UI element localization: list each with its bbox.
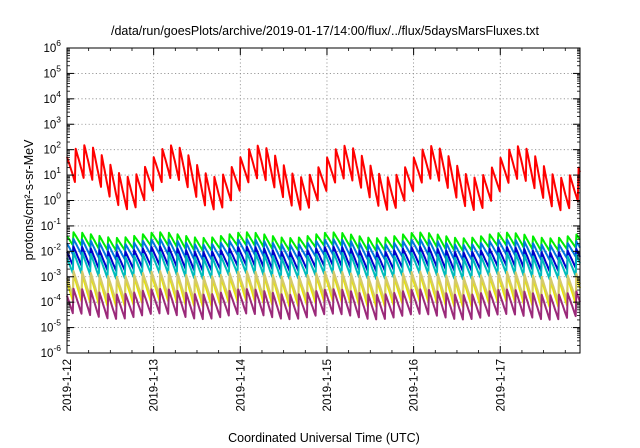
y-tick-label: 105 — [43, 63, 61, 80]
flux-series-4 — [66, 245, 581, 273]
y-tick-label: 10-2 — [41, 241, 62, 258]
x-tick-label: 2019-1-14 — [235, 358, 247, 411]
flux-series-7 — [66, 270, 581, 303]
y-tick-label: 102 — [43, 140, 61, 157]
x-tick-label: 2019-1-16 — [409, 359, 421, 411]
y-tick-label: 101 — [43, 165, 61, 182]
x-tick-label: 2019-1-17 — [495, 359, 507, 411]
axis-ticks: 10-6 10-5 10-4 10-3 10-2 10-1 100 101 102 103 104 1… — [41, 38, 580, 411]
y-tick-label: 106 — [43, 38, 61, 55]
y-tick-label: 10-3 — [41, 267, 62, 284]
flux-series-8 — [66, 287, 581, 321]
x-tick-label: 2019-1-15 — [322, 359, 334, 411]
y-axis-label: protons/cm²-s-sr-MeV — [22, 139, 36, 261]
y-tick-label: 104 — [43, 89, 61, 106]
y-tick-label: 103 — [43, 114, 61, 131]
flux-series-3 — [66, 237, 581, 262]
x-axis-label: Coordinated Universal Time (UTC) — [228, 431, 420, 445]
plot-frame — [66, 47, 581, 354]
series-lines — [66, 144, 581, 321]
x-tick-label: 2019-1-12 — [62, 359, 74, 411]
flux-series-1 — [66, 144, 581, 212]
y-tick-label: 10-6 — [41, 343, 62, 360]
chart-title: /data/run/goesPlots/archive/2019-01-17/1… — [111, 24, 540, 38]
y-tick-label: 100 — [43, 191, 61, 208]
y-tick-label: 10-4 — [41, 292, 62, 309]
flux-series-2 — [66, 231, 581, 253]
flux-series-5 — [66, 251, 581, 281]
x-tick-label: 2019-1-13 — [149, 359, 161, 411]
y-tick-label: 10-1 — [41, 216, 62, 233]
y-tick-label: 10-5 — [41, 318, 62, 335]
